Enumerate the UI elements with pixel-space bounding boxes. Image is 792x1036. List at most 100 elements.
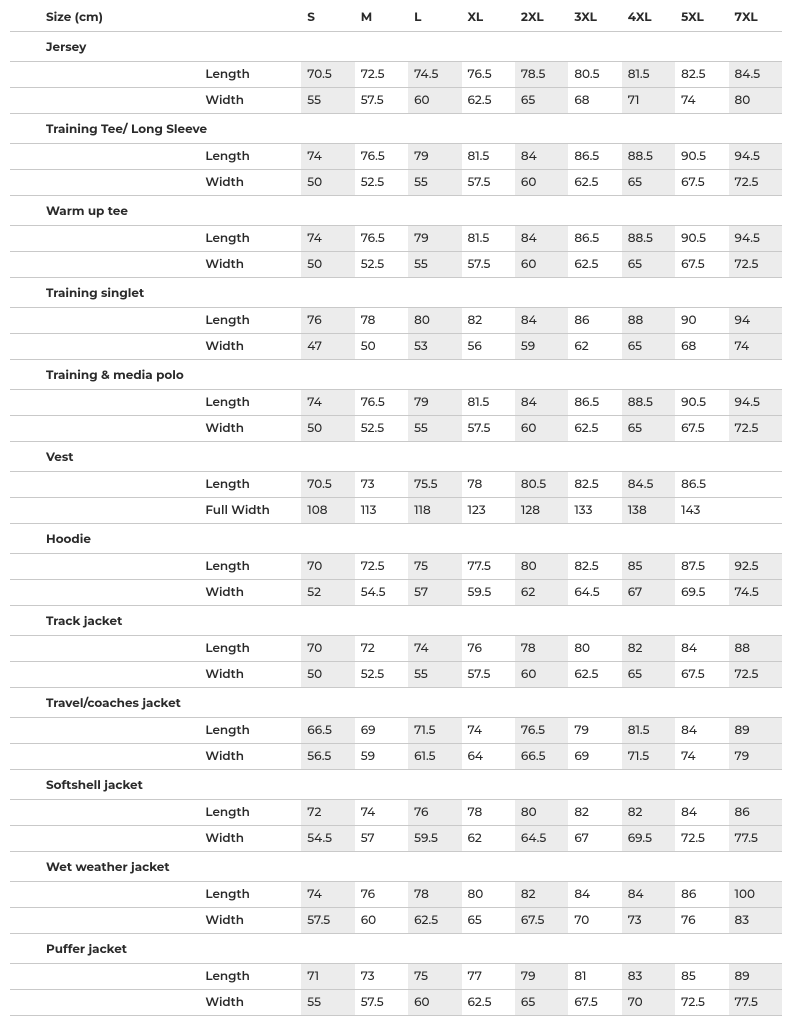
size-value: 72.5 — [729, 416, 782, 442]
size-value: 69 — [568, 744, 621, 770]
size-value: 82 — [515, 882, 568, 908]
size-value: 85 — [675, 964, 728, 990]
size-value: 74 — [301, 882, 354, 908]
measurement-label: Length — [199, 964, 301, 990]
size-value: 66.5 — [515, 744, 568, 770]
size-value: 65 — [515, 88, 568, 114]
size-value: 57 — [355, 826, 408, 852]
measurement-label: Length — [199, 800, 301, 826]
header-blank — [199, 0, 301, 32]
row-blank — [10, 908, 199, 934]
size-value: 79 — [729, 744, 782, 770]
measurement-label: Length — [199, 554, 301, 580]
table-row: Length70.57375.57880.582.584.586.5 — [10, 472, 782, 498]
size-value: 75.5 — [408, 472, 461, 498]
size-value: 69.5 — [675, 580, 728, 606]
table-row: Width5557.56062.56568717480 — [10, 88, 782, 114]
size-chart-table: Size (cm) S M L XL 2XL 3XL 4XL 5XL 7XL J… — [10, 0, 782, 1016]
size-value: 118 — [408, 498, 461, 524]
size-value: 74 — [675, 88, 728, 114]
size-value: 57.5 — [355, 88, 408, 114]
size-value: 76.5 — [355, 144, 408, 170]
section-title: Wet weather jacket — [10, 852, 782, 882]
size-value: 84 — [622, 882, 675, 908]
row-blank — [10, 170, 199, 196]
section-title: Vest — [10, 442, 782, 472]
size-value: 77.5 — [462, 554, 515, 580]
size-value: 59 — [355, 744, 408, 770]
size-value: 76.5 — [515, 718, 568, 744]
size-value: 133 — [568, 498, 621, 524]
size-value: 84 — [568, 882, 621, 908]
size-value: 82 — [622, 800, 675, 826]
size-value: 86 — [675, 882, 728, 908]
row-blank — [10, 308, 199, 334]
measurement-label: Length — [199, 718, 301, 744]
size-value: 65 — [462, 908, 515, 934]
size-value — [729, 472, 782, 498]
size-value: 65 — [515, 990, 568, 1016]
measurement-label: Length — [199, 472, 301, 498]
row-blank — [10, 226, 199, 252]
size-value: 69.5 — [622, 826, 675, 852]
row-blank — [10, 554, 199, 580]
row-blank — [10, 416, 199, 442]
size-value: 76 — [675, 908, 728, 934]
header-size-l: L — [408, 0, 461, 32]
size-value: 57.5 — [355, 990, 408, 1016]
size-value: 84 — [675, 718, 728, 744]
row-blank — [10, 882, 199, 908]
row-blank — [10, 334, 199, 360]
size-value: 128 — [515, 498, 568, 524]
size-value: 86.5 — [675, 472, 728, 498]
size-value: 80 — [408, 308, 461, 334]
measurement-label: Length — [199, 308, 301, 334]
size-value: 60 — [355, 908, 408, 934]
measurement-label: Width — [199, 580, 301, 606]
size-value: 86.5 — [568, 144, 621, 170]
size-value: 52.5 — [355, 416, 408, 442]
size-value: 86.5 — [568, 390, 621, 416]
size-value: 71 — [301, 964, 354, 990]
table-header: Size (cm) S M L XL 2XL 3XL 4XL 5XL 7XL — [10, 0, 782, 32]
table-row: Width5052.55557.56062.56567.572.5 — [10, 170, 782, 196]
size-value: 81 — [568, 964, 621, 990]
size-value: 84.5 — [729, 62, 782, 88]
row-blank — [10, 800, 199, 826]
size-value: 62.5 — [462, 990, 515, 1016]
size-value: 85 — [622, 554, 675, 580]
size-value: 65 — [622, 170, 675, 196]
size-value: 72.5 — [355, 62, 408, 88]
size-value: 74 — [301, 390, 354, 416]
size-value: 82 — [568, 800, 621, 826]
size-value: 76 — [462, 636, 515, 662]
size-value: 50 — [301, 170, 354, 196]
header-size-3xl: 3XL — [568, 0, 621, 32]
section-title: Puffer jacket — [10, 934, 782, 964]
size-value: 89 — [729, 718, 782, 744]
size-value: 86.5 — [568, 226, 621, 252]
size-value: 57 — [408, 580, 461, 606]
size-value: 88.5 — [622, 226, 675, 252]
size-value: 62.5 — [568, 252, 621, 278]
size-value: 66.5 — [301, 718, 354, 744]
size-value: 56.5 — [301, 744, 354, 770]
size-value: 82.5 — [675, 62, 728, 88]
size-value: 74 — [301, 226, 354, 252]
size-value: 57.5 — [462, 252, 515, 278]
size-value: 88 — [622, 308, 675, 334]
size-value: 83 — [622, 964, 675, 990]
size-value: 67.5 — [675, 662, 728, 688]
size-value: 79 — [568, 718, 621, 744]
size-value: 64.5 — [515, 826, 568, 852]
size-value: 88.5 — [622, 144, 675, 170]
size-value: 67 — [622, 580, 675, 606]
row-blank — [10, 990, 199, 1016]
table-row: Width5254.55759.56264.56769.574.5 — [10, 580, 782, 606]
size-value: 67.5 — [568, 990, 621, 1016]
measurement-label: Width — [199, 908, 301, 934]
size-value: 52.5 — [355, 662, 408, 688]
section-title: Training & media polo — [10, 360, 782, 390]
size-value: 60 — [408, 88, 461, 114]
size-value: 94.5 — [729, 144, 782, 170]
